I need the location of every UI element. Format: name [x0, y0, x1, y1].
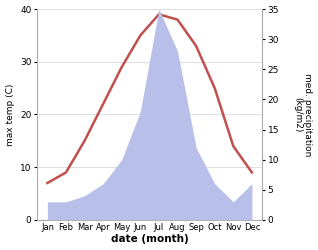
Y-axis label: med. precipitation
(kg/m2): med. precipitation (kg/m2) — [293, 73, 313, 156]
Y-axis label: max temp (C): max temp (C) — [5, 83, 15, 146]
X-axis label: date (month): date (month) — [111, 234, 189, 244]
